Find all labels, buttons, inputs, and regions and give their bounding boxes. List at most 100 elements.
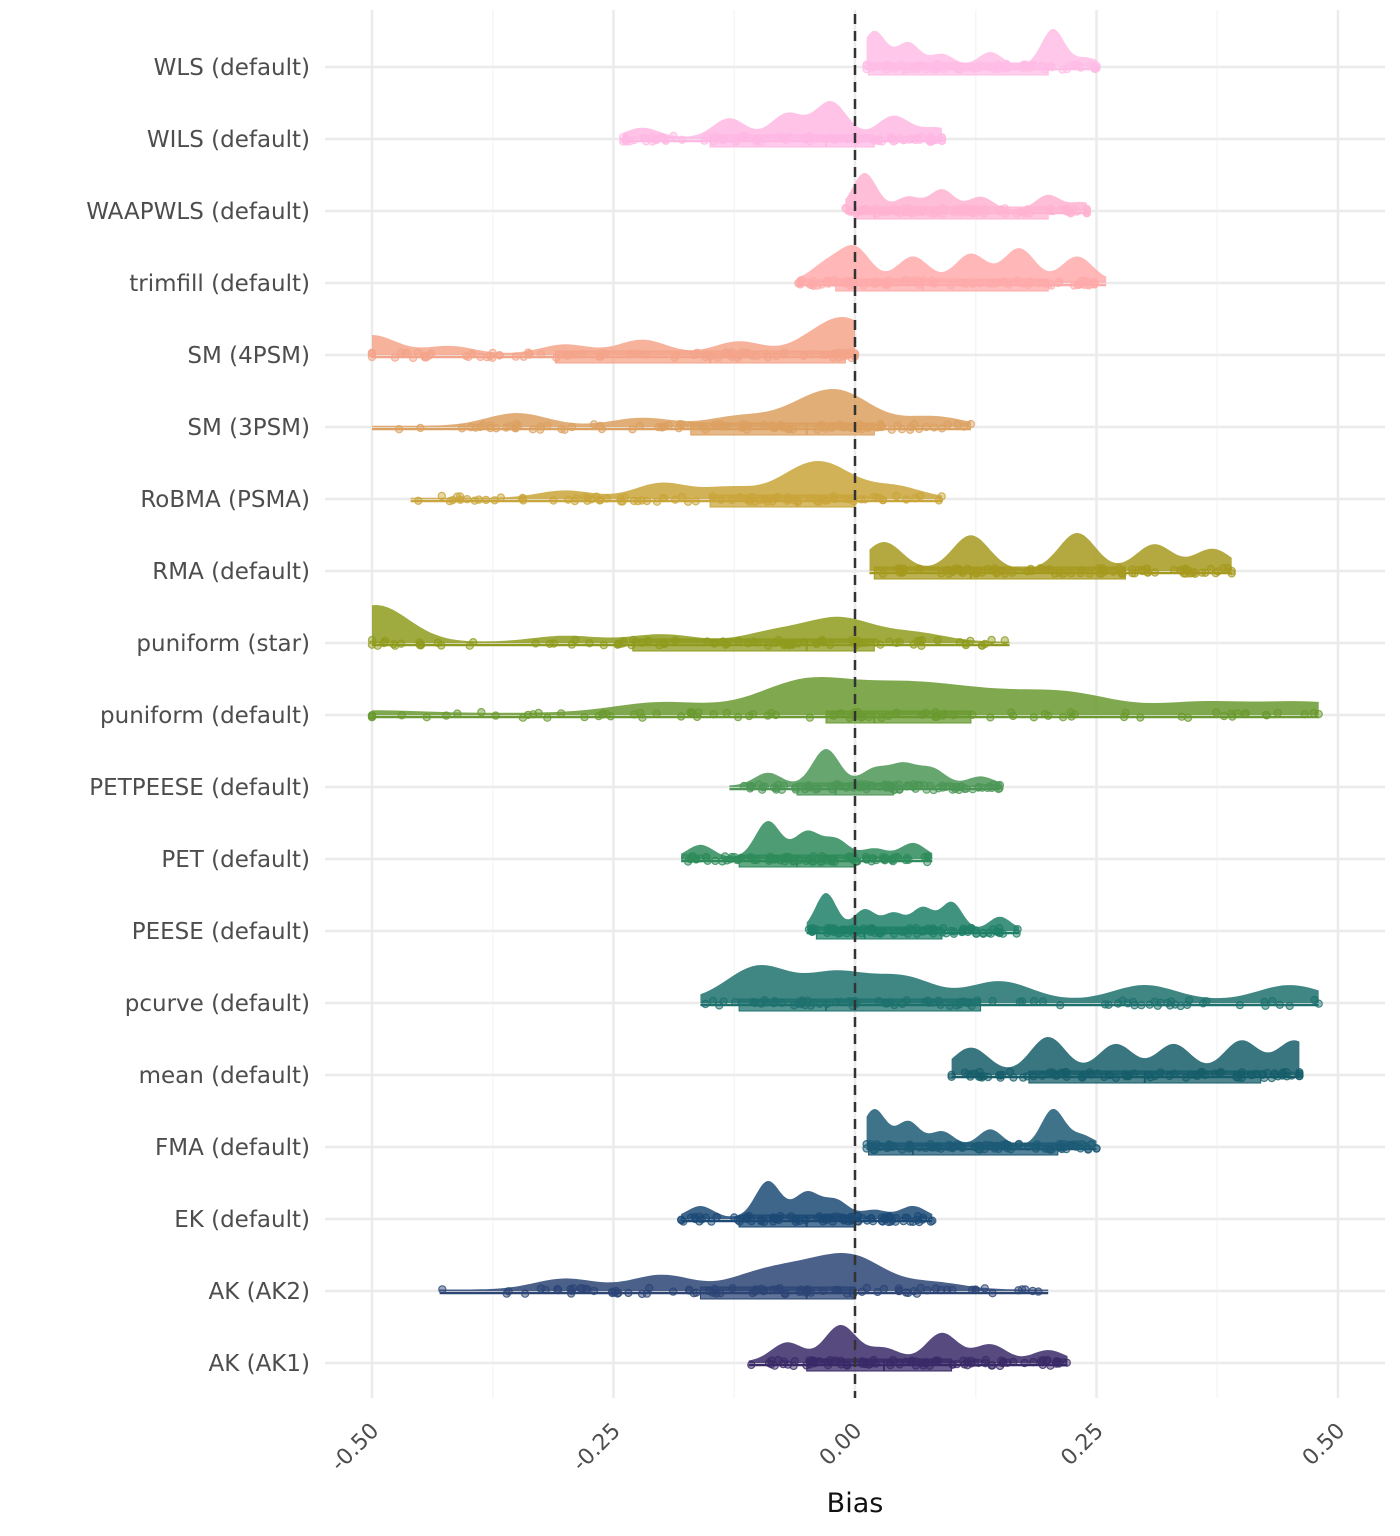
point-15 xyxy=(921,1143,930,1153)
point-8 xyxy=(966,636,975,646)
point-17 xyxy=(624,1288,633,1298)
point-1 xyxy=(861,133,871,143)
point-9 xyxy=(694,708,703,717)
point-9 xyxy=(686,709,696,718)
point-2 xyxy=(956,208,966,217)
point-15 xyxy=(1023,1142,1033,1151)
point-1 xyxy=(937,133,947,143)
x-tick-label: 0.00 xyxy=(815,1419,867,1471)
point-12 xyxy=(875,929,885,938)
point-15 xyxy=(884,1142,893,1152)
point-12 xyxy=(834,929,843,938)
point-9 xyxy=(543,713,552,722)
point-7 xyxy=(1066,569,1076,578)
point-10 xyxy=(894,780,903,789)
point-14 xyxy=(1170,1069,1179,1079)
category-label-16: EK (default) xyxy=(174,1207,310,1233)
point-3 xyxy=(988,279,997,288)
point-10 xyxy=(886,783,896,793)
point-14 xyxy=(1029,1071,1038,1081)
point-13 xyxy=(959,997,969,1006)
point-5 xyxy=(873,423,883,432)
point-6 xyxy=(748,492,757,502)
point-3 xyxy=(892,278,901,287)
point-17 xyxy=(988,1288,997,1298)
point-14 xyxy=(1150,1071,1160,1081)
point-2 xyxy=(896,208,905,218)
point-1 xyxy=(661,135,670,144)
point-18 xyxy=(837,1360,846,1369)
point-14 xyxy=(1270,1069,1279,1078)
point-12 xyxy=(911,923,921,933)
point-7 xyxy=(1169,565,1179,575)
point-14 xyxy=(1038,1071,1047,1080)
point-2 xyxy=(1000,204,1010,213)
point-8 xyxy=(779,639,788,649)
point-14 xyxy=(1060,1067,1070,1077)
point-18 xyxy=(1038,1355,1048,1365)
point-6 xyxy=(829,492,838,501)
point-8 xyxy=(571,635,580,645)
point-11 xyxy=(701,853,711,863)
point-16 xyxy=(707,1217,716,1226)
point-4 xyxy=(772,352,781,361)
point-7 xyxy=(1059,569,1068,579)
point-12 xyxy=(995,923,1004,933)
point-9 xyxy=(422,713,431,722)
point-5 xyxy=(719,422,728,431)
point-7 xyxy=(1041,566,1050,575)
point-0 xyxy=(1046,61,1055,71)
point-1 xyxy=(760,133,770,143)
point-8 xyxy=(825,640,835,650)
point-9 xyxy=(1211,708,1221,717)
point-7 xyxy=(1076,568,1085,578)
point-12 xyxy=(866,927,875,937)
point-15 xyxy=(1043,1144,1053,1154)
point-14 xyxy=(947,1072,956,1082)
point-8 xyxy=(585,639,594,648)
point-5 xyxy=(628,425,637,434)
point-14 xyxy=(1009,1073,1018,1082)
point-9 xyxy=(1136,713,1145,722)
category-label-13: pcurve (default) xyxy=(125,991,310,1017)
series-16 xyxy=(676,1181,937,1228)
point-10 xyxy=(856,780,866,789)
category-label-17: AK (AK2) xyxy=(208,1279,310,1305)
point-8 xyxy=(722,639,732,649)
cloud-layer xyxy=(367,29,1323,1372)
point-18 xyxy=(814,1356,824,1366)
point-6 xyxy=(735,492,745,502)
point-13 xyxy=(1268,997,1277,1006)
point-5 xyxy=(922,422,931,432)
point-9 xyxy=(534,708,543,718)
point-9 xyxy=(1183,713,1193,723)
point-11 xyxy=(868,854,877,863)
point-2 xyxy=(919,206,928,215)
point-17 xyxy=(857,1287,867,1297)
point-2 xyxy=(1082,207,1092,216)
point-4 xyxy=(829,353,838,363)
point-2 xyxy=(877,207,887,217)
point-14 xyxy=(1234,1073,1243,1082)
point-5 xyxy=(893,421,903,430)
density-4 xyxy=(372,317,855,355)
point-17 xyxy=(948,1285,957,1295)
point-14 xyxy=(1251,1069,1261,1079)
point-9 xyxy=(968,710,977,720)
point-11 xyxy=(734,855,743,864)
point-5 xyxy=(394,425,404,434)
point-15 xyxy=(1032,1142,1041,1151)
x-tick-label: -0.25 xyxy=(568,1419,626,1477)
point-17 xyxy=(716,1288,725,1298)
point-10 xyxy=(827,782,836,791)
point-12 xyxy=(825,926,834,936)
point-6 xyxy=(580,493,589,502)
point-14 xyxy=(1210,1069,1220,1079)
point-9 xyxy=(771,710,781,720)
category-labels: WLS (default) WILS (default) WAAPWLS (defa… xyxy=(86,55,310,1377)
category-label-10: PETPEESE (default) xyxy=(89,775,310,801)
point-12 xyxy=(888,926,897,935)
point-18 xyxy=(885,1358,895,1367)
point-1 xyxy=(823,133,832,143)
point-9 xyxy=(892,708,901,717)
